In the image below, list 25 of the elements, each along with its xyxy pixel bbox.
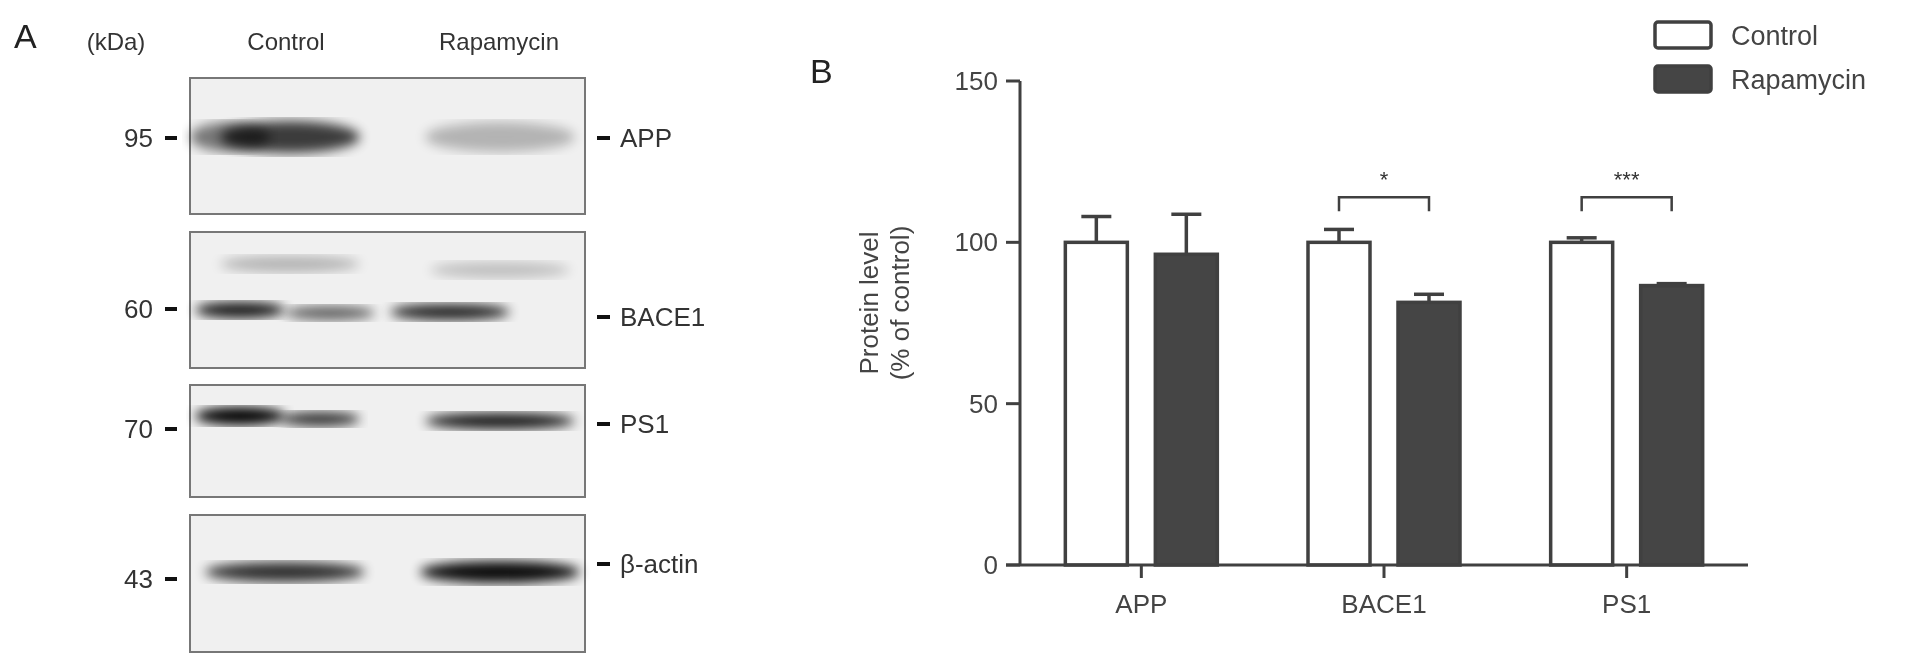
x-tick-label: BACE1 xyxy=(1341,589,1427,619)
text: Rapamycin xyxy=(438,28,560,55)
text: 70 xyxy=(124,414,153,444)
text: PS1 xyxy=(620,409,670,439)
chart-title: B xyxy=(810,52,833,90)
x-tick-label: APP xyxy=(1115,589,1168,619)
text: APP xyxy=(620,123,673,153)
annotation: * xyxy=(1379,167,1389,193)
text: (kDa) xyxy=(86,28,146,55)
text: BACE1 xyxy=(620,302,706,332)
y-tick-label: 0 xyxy=(983,550,998,580)
text: 60 xyxy=(124,294,153,324)
y-tick-label: 100 xyxy=(954,227,998,258)
text: 95 xyxy=(124,123,153,153)
y-tick-label: 50 xyxy=(969,388,998,419)
x-tick-label: PS1 xyxy=(1602,589,1652,619)
y-tick-label: 150 xyxy=(954,66,998,96)
y-axis-title: Protein level (% of control) xyxy=(854,225,915,381)
legend-label: Control xyxy=(1731,21,1819,51)
text: Control xyxy=(247,28,325,55)
text: β-actin xyxy=(620,549,699,579)
text: 43 xyxy=(124,564,153,594)
legend-label: Rapamycin xyxy=(1731,65,1867,95)
annotation: *** xyxy=(1613,167,1640,193)
text: A xyxy=(14,17,37,55)
